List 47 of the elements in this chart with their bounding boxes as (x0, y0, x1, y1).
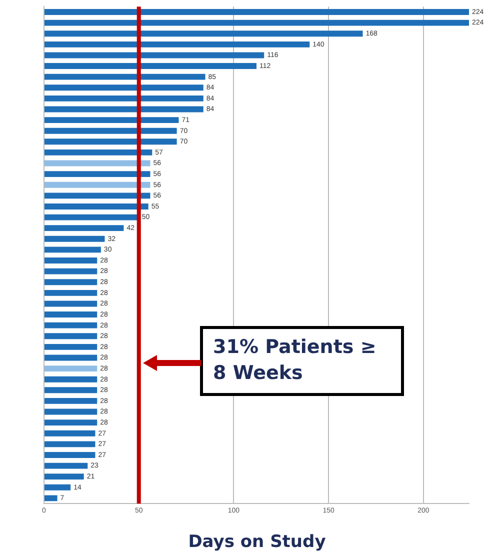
bar (44, 52, 264, 58)
bar (44, 430, 96, 436)
bar (44, 41, 310, 48)
bar (44, 9, 469, 15)
bar (44, 74, 206, 80)
bar (44, 236, 105, 242)
bar (44, 354, 98, 361)
bar (44, 387, 98, 394)
bar (44, 344, 98, 350)
x-axis-title: Days on Study (187, 532, 327, 552)
bar (44, 30, 363, 37)
bar (44, 333, 98, 340)
bar (44, 474, 84, 480)
bar (44, 300, 98, 307)
bar (44, 366, 98, 372)
bar (44, 63, 256, 69)
bar (44, 462, 88, 469)
bar (44, 182, 150, 188)
bar (44, 398, 98, 404)
bar (44, 495, 58, 502)
bar (44, 408, 98, 415)
bar (44, 420, 98, 426)
bar (44, 20, 469, 26)
annotation: 31% Patients ≥ 8 Weeks (200, 326, 404, 396)
bar (44, 192, 150, 199)
bar (44, 268, 98, 274)
bar (44, 149, 152, 156)
bar (44, 312, 98, 318)
bar (44, 376, 98, 382)
bar (44, 279, 98, 286)
bar (44, 452, 96, 458)
bar (44, 225, 124, 232)
bar (44, 484, 71, 490)
bar (44, 290, 98, 296)
bar (44, 204, 148, 210)
bar (44, 84, 204, 91)
bar (44, 171, 150, 178)
bar (44, 246, 101, 253)
bar (44, 214, 139, 220)
bar (44, 117, 179, 124)
bar (44, 322, 98, 328)
bar (44, 138, 177, 145)
bar (44, 258, 98, 264)
bar (44, 128, 177, 134)
bar (44, 95, 204, 102)
bar (44, 106, 204, 112)
bar (44, 441, 96, 448)
